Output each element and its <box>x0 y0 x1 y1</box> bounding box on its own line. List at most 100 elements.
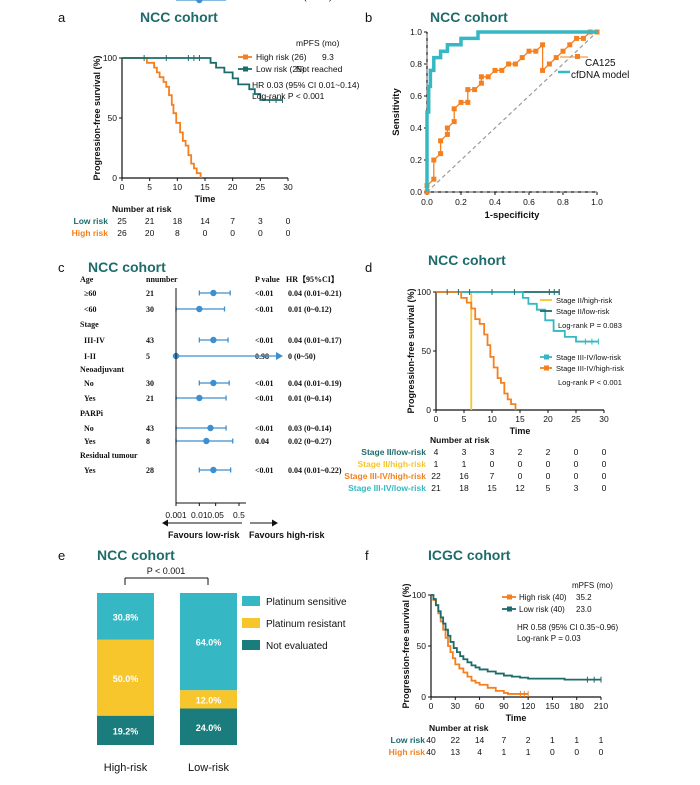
panel-a-title: NCC cohort <box>140 9 218 25</box>
risk-value: 8 <box>175 228 180 238</box>
y-tick-label: 50 <box>417 641 427 651</box>
forest-row-label: III-IV <box>84 336 105 345</box>
stat-text: Log-rank P < 0.001 <box>252 91 325 101</box>
x-tick-label: 25 <box>256 182 266 192</box>
risk-row-label: Stage III-IV/low-risk <box>348 483 426 493</box>
legend-swatch <box>242 596 260 606</box>
legend-marker <box>507 594 512 600</box>
roc-point-ca125 <box>560 48 566 54</box>
y-axis-label: Progression-free survival (%) <box>92 55 102 180</box>
roc-point-ca125 <box>438 138 444 144</box>
forest-group-label: Residual tumour <box>80 451 138 460</box>
legend-marker <box>243 54 248 60</box>
risk-value: 1 <box>526 747 531 757</box>
y-tick-label: 0 <box>112 173 117 183</box>
roc-point-ca125 <box>438 151 444 157</box>
legend-label: Not evaluated <box>266 641 328 652</box>
risk-value: 3 <box>574 483 579 493</box>
forest-header-hr: HR【95%CI】 <box>286 274 339 284</box>
forest-row-label: No <box>84 0 94 2</box>
risk-value: 0 <box>602 483 607 493</box>
roc-point-ca125 <box>512 61 518 67</box>
forest-row-n: 43 <box>146 424 154 433</box>
roc-point-ca125 <box>540 42 546 48</box>
y-axis-label: Progression-free survival (%) <box>406 288 416 413</box>
panel-letter-d: d <box>365 260 372 275</box>
risk-value: 0 <box>230 228 235 238</box>
risk-table-title: Number at risk <box>430 435 490 445</box>
forest-row-p: <0.01 <box>255 289 274 298</box>
roc-point-ca125 <box>506 61 512 67</box>
forest-row-hr: 0.03 (0~0.14) <box>288 424 332 433</box>
km-curve-high-risk <box>122 57 202 178</box>
risk-value: 7 <box>230 216 235 226</box>
roc-curve-ca125 <box>426 31 597 192</box>
y-tick-label: 100 <box>417 287 431 297</box>
y-tick-label: 0 <box>426 405 431 415</box>
risk-value: 1 <box>550 735 555 745</box>
forest-point <box>207 424 214 432</box>
forest-row-p: <0.01 <box>255 305 274 314</box>
risk-value: 2 <box>518 447 523 457</box>
risk-value: 0 <box>518 459 523 469</box>
legend-label: Low risk (40) <box>519 605 565 614</box>
risk-value: 21 <box>431 483 441 493</box>
risk-value: 0 <box>574 459 579 469</box>
risk-value: 0 <box>286 228 291 238</box>
bar-segment-platinum-resistant <box>180 690 237 709</box>
risk-value: 1 <box>574 735 579 745</box>
risk-value: 0 <box>602 459 607 469</box>
x-tick-label: 0.8 <box>557 197 569 207</box>
risk-value: 18 <box>173 216 183 226</box>
panel-letter-e: e <box>58 548 65 563</box>
x-tick-label: 5 <box>147 182 152 192</box>
roc-point-ca125 <box>478 74 484 80</box>
x-tick-label: 15 <box>515 414 525 424</box>
forest-point <box>210 289 217 297</box>
risk-value: 1 <box>599 735 604 745</box>
forest-row-p: <0.01 <box>255 0 274 2</box>
legend-label: Platinum sensitive <box>266 597 347 608</box>
bar-segment-label: 19.2% <box>113 726 139 736</box>
x-tick-label: 210 <box>594 701 608 711</box>
legend-label: Low risk (25) <box>256 64 305 74</box>
roc-point-ca125 <box>546 61 552 67</box>
risk-value: 0 <box>490 459 495 469</box>
forest-row-p: <0.01 <box>255 379 274 388</box>
km-curve-low-risk <box>122 57 283 101</box>
risk-value: 4 <box>477 747 482 757</box>
risk-row-label: Low risk <box>391 735 426 745</box>
risk-value: 18 <box>459 483 469 493</box>
forest-row-label: Yes <box>84 394 96 403</box>
x-tick-label: 120 <box>521 701 535 711</box>
forest-row-hr: 0.04 (0.01~0.17) <box>288 336 342 345</box>
forest-row-n: 21 <box>146 394 154 403</box>
x-tick-label: 0.4 <box>489 197 501 207</box>
risk-value: 5 <box>546 483 551 493</box>
favours-right-arrowhead <box>272 519 278 527</box>
km-curve-stage-iii-iv-low-risk <box>436 291 599 343</box>
forest-row-n: 8 <box>146 437 150 446</box>
category-label: Low-risk <box>188 762 229 774</box>
y-axis-label: Progression-free survival (%) <box>401 583 411 708</box>
forest-point <box>203 437 210 445</box>
legend-marker <box>544 365 549 371</box>
risk-value: 0 <box>550 747 555 757</box>
forest-row-hr: 0.04 (0.01~0.19) <box>288 379 342 388</box>
risk-value: 0 <box>574 471 579 481</box>
forest-row-hr: 0.04 (0.01~0.21) <box>288 289 342 298</box>
stat-text: Log-rank P < 0.001 <box>558 378 622 387</box>
x-tick-label: 5 <box>462 414 467 424</box>
panel-b-title: NCC cohort <box>430 9 508 25</box>
x-tick-label: 0 <box>434 414 439 424</box>
risk-value: 1 <box>434 459 439 469</box>
risk-value: 2 <box>546 447 551 457</box>
x-tick-label: 15 <box>200 182 210 192</box>
forest-row-n: 43 <box>146 336 154 345</box>
forest-point <box>196 0 203 4</box>
panel-letter-b: b <box>365 10 372 25</box>
risk-value: 1 <box>462 459 467 469</box>
roc-point-ca125 <box>431 176 437 182</box>
x-tick-label: 0.5 <box>233 510 245 520</box>
roc-point-ca125 <box>533 48 539 54</box>
